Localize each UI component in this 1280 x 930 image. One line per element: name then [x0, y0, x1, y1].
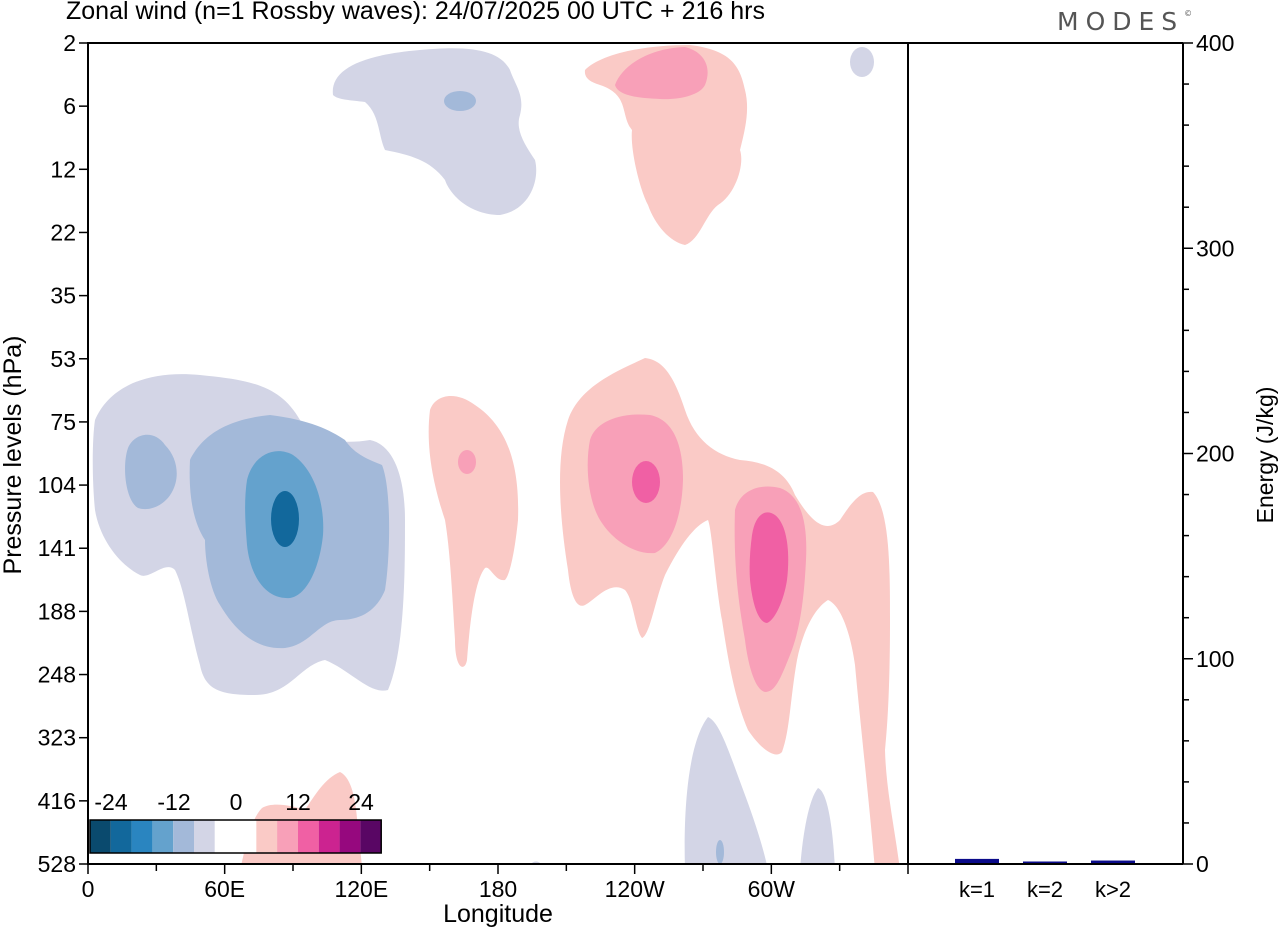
x-axis-label: Longitude — [443, 900, 553, 928]
y-tick-label: 248 — [38, 662, 76, 688]
energy-tick-label: 100 — [1196, 646, 1234, 672]
colorbar-label: -24 — [94, 789, 127, 815]
colorbar-swatch — [131, 820, 153, 853]
colorbar-labels: -24 -12 0 12 24 — [94, 789, 374, 815]
chart-title: Zonal wind (n=1 Rossby waves): 24/07/202… — [66, 0, 765, 25]
energy-bar-label: k>2 — [1095, 877, 1131, 902]
energy-bar-3 — [1091, 860, 1135, 863]
y-tick-label: 323 — [38, 725, 76, 751]
y-axis: 2 6 12 22 35 53 75 104 141 188 248 323 416 528 — [38, 30, 88, 877]
energy-bars — [955, 858, 1135, 863]
colorbar-swatch — [318, 820, 340, 853]
colorbar-swatch — [90, 820, 111, 853]
x-tick-label: 120E — [334, 876, 388, 902]
contour-neg-upper-core — [444, 91, 476, 111]
colorbar-swatch — [339, 820, 361, 853]
contour-neg-bottom-a-core — [716, 840, 724, 864]
contour-neg-upper — [332, 48, 537, 216]
contour-pos-upper — [584, 45, 748, 245]
contour-neg-bottom-a — [684, 717, 767, 864]
energy-tick-label: 400 — [1196, 30, 1234, 56]
y-tick-label: 6 — [63, 93, 76, 119]
contour-pos-mid-core — [458, 450, 476, 474]
y-tick-label: 22 — [50, 219, 76, 245]
x-tick-label: 180 — [479, 876, 517, 902]
colorbar-swatch — [235, 820, 257, 853]
contour-neg-topright — [850, 47, 874, 77]
colorbar-frame — [89, 819, 382, 854]
colorbar-label: 24 — [348, 789, 374, 815]
colorbar — [89, 819, 382, 854]
contour-field — [92, 45, 900, 864]
y-tick-label: 104 — [38, 472, 77, 498]
y-tick-label: 53 — [50, 346, 76, 372]
energy-tick-label: 200 — [1196, 441, 1234, 467]
modes-logo: MODES© — [1057, 7, 1192, 36]
contour-pos-main-l3-a — [632, 461, 660, 503]
y-tick-label: 35 — [50, 283, 76, 309]
y-tick-label: 12 — [50, 156, 76, 182]
logo-mark: © — [1184, 9, 1193, 18]
contour-neg-main-l4 — [271, 491, 299, 547]
logo-text: MODES — [1057, 7, 1185, 36]
y-tick-label: 528 — [38, 851, 76, 877]
y-axis-label: Pressure levels (hPa) — [0, 336, 27, 575]
colorbar-swatch — [298, 820, 319, 853]
y-tick-label: 75 — [50, 409, 76, 435]
colorbar-swatch — [277, 820, 298, 853]
y-tick-label: 188 — [38, 598, 76, 624]
energy-bar-label: k=1 — [959, 877, 995, 902]
colorbar-label: 0 — [230, 789, 243, 815]
x-tick-label: 120W — [605, 876, 665, 902]
colorbar-swatch — [194, 820, 215, 853]
x-tick-label: 0 — [82, 876, 95, 902]
colorbar-swatch — [256, 820, 278, 853]
energy-tick-label: 0 — [1196, 851, 1209, 877]
colorbar-label: -12 — [157, 789, 190, 815]
energy-bar-label: k=2 — [1027, 877, 1063, 902]
energy-bar-1 — [955, 858, 999, 863]
y-tick-label: 141 — [38, 535, 76, 561]
contour-pos-main-l3-b — [749, 512, 789, 623]
y-tick-label: 416 — [38, 788, 76, 814]
colorbar-swatch — [360, 820, 382, 853]
energy-bar-2 — [1023, 861, 1067, 863]
colorbar-swatch — [110, 820, 132, 853]
contour-neg-left-l2 — [125, 434, 177, 510]
colorbar-swatch — [152, 820, 174, 853]
contour-pos-mid — [428, 395, 519, 667]
x-tick-label: 60E — [204, 876, 245, 902]
x-tick-label: 60W — [748, 876, 796, 902]
energy-bar-labels: k=1 k=2 k>2 — [959, 877, 1131, 902]
x-axis: 0 60E 120E 180 120W 60W — [82, 864, 909, 902]
colorbar-swatch — [173, 820, 194, 853]
energy-tick-label: 300 — [1196, 235, 1234, 261]
energy-axis: 0 100 200 300 400 — [1183, 30, 1234, 877]
colorbar-swatch — [214, 820, 236, 853]
energy-axis-label: Energy (J/kg) — [1252, 387, 1278, 524]
contour-pos-upper-l2 — [615, 47, 708, 100]
colorbar-label: 12 — [285, 789, 311, 815]
contour-neg-bottom-b — [800, 788, 835, 864]
y-tick-label: 2 — [63, 30, 76, 56]
